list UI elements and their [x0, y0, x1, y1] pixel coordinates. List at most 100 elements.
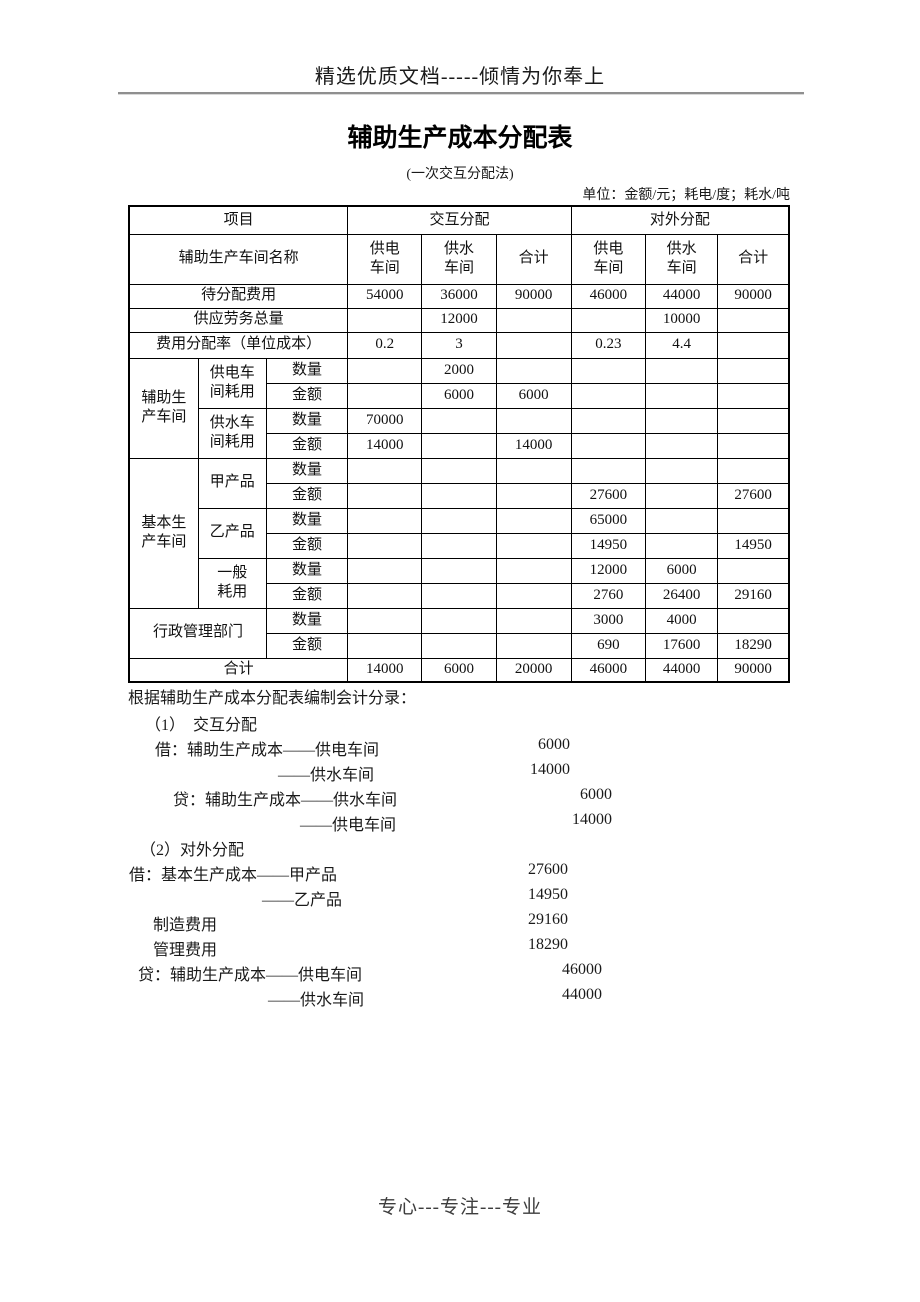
table-cell: 10000 [644, 307, 719, 333]
page-title: 辅助生产成本分配表 [347, 124, 573, 152]
journal-entry-line: 管理费用 18290 [128, 936, 790, 961]
table-cell-empty [644, 407, 719, 434]
entry-text: （2）对外分配 [140, 842, 245, 859]
table-cell-empty [495, 482, 572, 509]
table-cell-empty [421, 432, 497, 459]
table-cell-empty [347, 632, 423, 659]
table-cell-empty [421, 457, 497, 484]
table-cell-empty [717, 457, 790, 484]
table-cell: 费用分配率（单位成本） [128, 331, 349, 359]
table-cell-empty [347, 557, 423, 584]
journal-entry-line: 制造费用 29160 [128, 911, 790, 936]
table-cell-empty [495, 307, 572, 333]
table-row: 基本生 产车间 甲产品 数量 [128, 457, 790, 609]
table-cell: 供水车 间耗用 [197, 407, 267, 459]
table-cell-empty [644, 507, 719, 534]
table-cell: 辅助生产车间名称 [128, 233, 349, 285]
table-cell-empty [570, 457, 646, 484]
table-cell-empty [421, 607, 497, 634]
table-cell: 甲产品 [197, 457, 267, 509]
table-cell: 0.23 [570, 331, 646, 359]
entry-amount: 29160 [528, 911, 568, 928]
table-cell: 供电 车间 [347, 233, 423, 285]
table-cell-empty [717, 507, 790, 534]
entry-text: 管理费用 [153, 942, 218, 959]
table-cell-empty [717, 382, 790, 409]
entry-amount: 6000 [580, 786, 612, 803]
journal-entries: 根据辅助生产成本分配表编制会计分录： （1） 交互分配 借：辅助生产成本——供电… [128, 684, 790, 1011]
table-cell-empty [644, 457, 719, 484]
table-cell: 14950 [570, 532, 646, 559]
entry-amount: 27600 [528, 861, 568, 878]
journal-entry-line: 借：辅助生产成本——供电车间 6000 [128, 736, 790, 761]
table-cell-empty [644, 357, 719, 384]
entries-intro: 根据辅助生产成本分配表编制会计分录： [128, 690, 417, 707]
journal-entry-line: （1） 交互分配 [128, 711, 790, 736]
table-cell-empty [570, 407, 646, 434]
table-row: 金额 14950 14950 [129, 532, 790, 559]
table-row: 金额 690 17600 18290 [129, 632, 790, 659]
table-cell: 90000 [495, 283, 572, 309]
table-cell: 0.2 [347, 331, 423, 359]
table-cell-empty [495, 457, 572, 484]
table-cell-empty [421, 632, 497, 659]
table-cell: 对外分配 [570, 205, 790, 235]
entry-amount: 44000 [562, 986, 602, 1003]
table-cell: 数量 [265, 457, 349, 484]
table-cell-empty [495, 407, 572, 434]
promo-header: 精选优质文档-----倾情为你奉上 [314, 66, 606, 88]
table-cell: 一般 耗用 [197, 557, 267, 609]
table-cell: 金额 [265, 532, 349, 559]
footer-slogan: 专心---专注---专业 [378, 1197, 542, 1218]
table-cell-empty [347, 382, 423, 409]
table-cell: 14000 [495, 432, 572, 459]
table-cell-empty [644, 382, 719, 409]
entry-amount: 14000 [530, 761, 570, 778]
table-row: 辅助生 产车间 供电车 间耗用 数量 2000 [128, 357, 790, 459]
table-cell: 70000 [347, 407, 423, 434]
table-cell-empty [421, 507, 497, 534]
table-cell-empty [495, 357, 572, 384]
table-cell-empty [644, 532, 719, 559]
cost-allocation-table: 项目 交互分配 对外分配 辅助生产车间名称 供电 车间 供水 车间 合计 供电 车间 供水 车间… [128, 205, 790, 683]
table-cell-empty [495, 582, 572, 609]
journal-entry-line: ——供电车间 14000 [128, 811, 790, 836]
table-row: 行政管理部门 数量 3000 4000 [128, 607, 790, 659]
entry-amount: 14000 [572, 811, 612, 828]
entry-text: ——乙产品 [262, 892, 343, 909]
entry-text: 借：辅助生产成本——供电车间 [155, 742, 380, 759]
table-cell-empty [717, 331, 790, 359]
table-cell-empty [495, 607, 572, 634]
table-row: 费用分配率（单位成本） 0.2 3 0.23 4.4 [128, 331, 790, 359]
journal-entry-line: 借：基本生产成本——甲产品 27600 [128, 861, 790, 886]
table-cell: 供电车 间耗用 [197, 357, 267, 409]
table-cell: 6000 [495, 382, 572, 409]
table-cell: 供应劳务总量 [128, 307, 349, 333]
cost-table-body: 项目 交互分配 对外分配 辅助生产车间名称 供电 车间 供水 车间 合计 供电 车间 供水 车间… [128, 205, 790, 683]
table-cell: 交互分配 [347, 205, 572, 235]
table-cell: 行政管理部门 [128, 607, 267, 659]
table-cell: 4000 [644, 607, 719, 634]
table-cell: 690 [570, 632, 646, 659]
table-cell-empty [570, 307, 646, 333]
entry-text: ——供水车间 [268, 992, 365, 1009]
table-cell-empty [347, 357, 423, 384]
table-row: 待分配费用 54000 36000 90000 46000 44000 90000 [128, 283, 790, 309]
table-cell: 金额 [265, 632, 349, 659]
table-cell-empty [347, 607, 423, 634]
journal-entry-line: 贷：辅助生产成本——供水车间 6000 [128, 786, 790, 811]
entry-amount: 14950 [528, 886, 568, 903]
table-cell-empty [644, 482, 719, 509]
table-cell: 26400 [644, 582, 719, 609]
table-cell-empty [495, 532, 572, 559]
table-cell-empty [717, 407, 790, 434]
table-row: 辅助生产车间名称 供电 车间 供水 车间 合计 供电 车间 供水 车间 合计 [128, 233, 790, 285]
table-cell-empty [347, 482, 423, 509]
table-cell: 金额 [265, 582, 349, 609]
table-cell-empty [495, 632, 572, 659]
table-cell-empty [347, 307, 423, 333]
journal-entry-line: ——供水车间 14000 [128, 761, 790, 786]
table-cell: 数量 [265, 607, 349, 634]
table-cell: 4.4 [644, 331, 719, 359]
